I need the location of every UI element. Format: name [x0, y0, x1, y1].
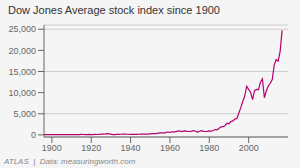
svg-text:5,000: 5,000	[13, 109, 36, 119]
html-text:ATLAS | Data: measuringworth.c: ATLAS | Data: measuringworth.com	[4, 157, 136, 166]
svg-text:1940: 1940	[121, 143, 141, 153]
svg-text:1920: 1920	[81, 143, 101, 153]
svg-text:1900: 1900	[42, 143, 62, 153]
html-text:Dow Jones Average stock index: Dow Jones Average stock index since 1900	[8, 4, 220, 16]
svg-text:1980: 1980	[199, 143, 219, 153]
svg-text:20,000: 20,000	[8, 46, 36, 56]
svg-text:1960: 1960	[160, 143, 180, 153]
svg-text:0: 0	[31, 130, 36, 140]
svg-text:10,000: 10,000	[8, 88, 36, 98]
svg-text:25,000: 25,000	[8, 24, 36, 34]
svg-text:2000: 2000	[239, 143, 259, 153]
svg-text:15,000: 15,000	[8, 67, 36, 77]
